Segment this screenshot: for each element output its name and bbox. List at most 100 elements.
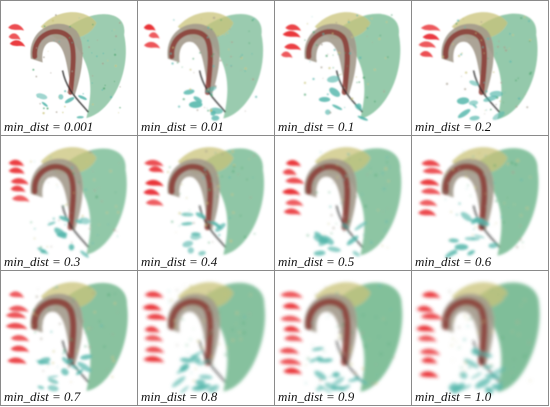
point-speckle [244,70,246,72]
point-speckle [55,111,58,113]
point-speckle [486,156,489,160]
point-speckle [181,318,184,321]
point-speckle [113,80,116,83]
point-speckle [359,56,362,59]
point-speckle [87,39,89,42]
point-speckle [508,48,510,50]
point-speckle [501,336,504,339]
point-speckle [514,163,517,166]
point-speckle [444,191,447,193]
point-speckle [229,239,232,243]
point-speckle [217,35,219,37]
point-speckle [213,363,215,365]
point-speckle [115,35,118,38]
point-speckle [335,223,337,225]
point-speckle [184,214,186,216]
point-speckle [338,51,341,55]
point-speckle [42,370,45,372]
teal-cluster-blob [199,374,213,380]
point-speckle [215,323,217,326]
point-speckle [231,328,234,331]
point-speckle [513,203,515,206]
red-cluster-stroke [143,356,165,363]
red-cluster-stroke [8,159,25,167]
point-speckle [347,21,350,24]
embedding-plot [8,12,126,119]
point-speckle [73,297,75,300]
point-speckle [340,73,342,75]
embedding-cloud [142,282,266,394]
point-speckle [205,150,208,153]
teal-cluster-blob [348,378,360,382]
point-speckle [366,35,368,37]
point-speckle [207,26,210,29]
point-speckle [336,176,339,179]
dark-trail [61,70,89,113]
embedding-cloud [416,282,540,395]
point-speckle [119,162,120,164]
point-speckle [101,200,103,203]
point-speckle [206,36,209,39]
point-speckle [464,71,468,74]
point-speckle [182,98,185,101]
point-speckle [495,103,497,106]
point-speckle [221,153,224,156]
red-cluster-stroke [143,24,156,31]
point-speckle [89,225,91,227]
point-speckle [373,68,376,71]
point-speckle [217,185,220,188]
point-speckle [328,191,331,194]
point-speckle [516,246,519,249]
embedding-cloud [282,147,402,257]
red-cluster-stroke [9,40,26,47]
point-speckle [112,359,115,362]
point-speckle [371,382,375,386]
point-speckle [242,322,245,325]
teal-cluster-blob [309,358,318,363]
point-speckle [64,223,67,226]
point-speckle [375,382,378,385]
point-speckle [178,225,180,227]
point-speckle [84,332,86,334]
point-speckle [226,32,229,34]
point-speckle [460,373,462,376]
point-speckle [63,349,66,352]
point-speckle [347,221,349,224]
point-speckle [468,41,470,43]
teal-cluster-blob [181,221,193,226]
teal-cluster-blob [470,372,483,379]
point-speckle [457,54,461,58]
point-speckle [116,235,119,237]
point-speckle [381,245,384,247]
point-speckle [187,352,189,354]
point-speckle [201,346,204,349]
point-speckle [503,221,505,224]
point-speckle [384,229,387,232]
panel-caption: min_dist = 0.5 [278,254,355,269]
point-speckle [466,318,469,321]
point-speckle [323,350,325,353]
point-speckle [212,241,214,243]
point-speckle [485,155,487,157]
embedding-cloud [8,12,126,119]
point-speckle [202,24,204,27]
point-speckle [93,189,96,192]
point-speckle [332,54,334,56]
point-speckle [183,307,186,310]
point-speckle [496,52,497,54]
teal-cluster-blob [180,385,189,394]
point-speckle [504,49,508,52]
point-speckle [248,42,250,44]
point-speckle [487,57,489,60]
point-speckle [42,112,45,115]
point-speckle [333,48,336,52]
point-speckle [248,30,250,32]
teal-cluster-blob [37,247,49,255]
point-speckle [331,32,334,35]
point-speckle [343,230,346,232]
red-cluster-stroke [416,325,436,333]
teal-cluster-blob [68,243,75,251]
panel-caption: min_dist = 1.0 [415,389,492,404]
point-speckle [347,19,350,22]
point-speckle [474,186,477,189]
